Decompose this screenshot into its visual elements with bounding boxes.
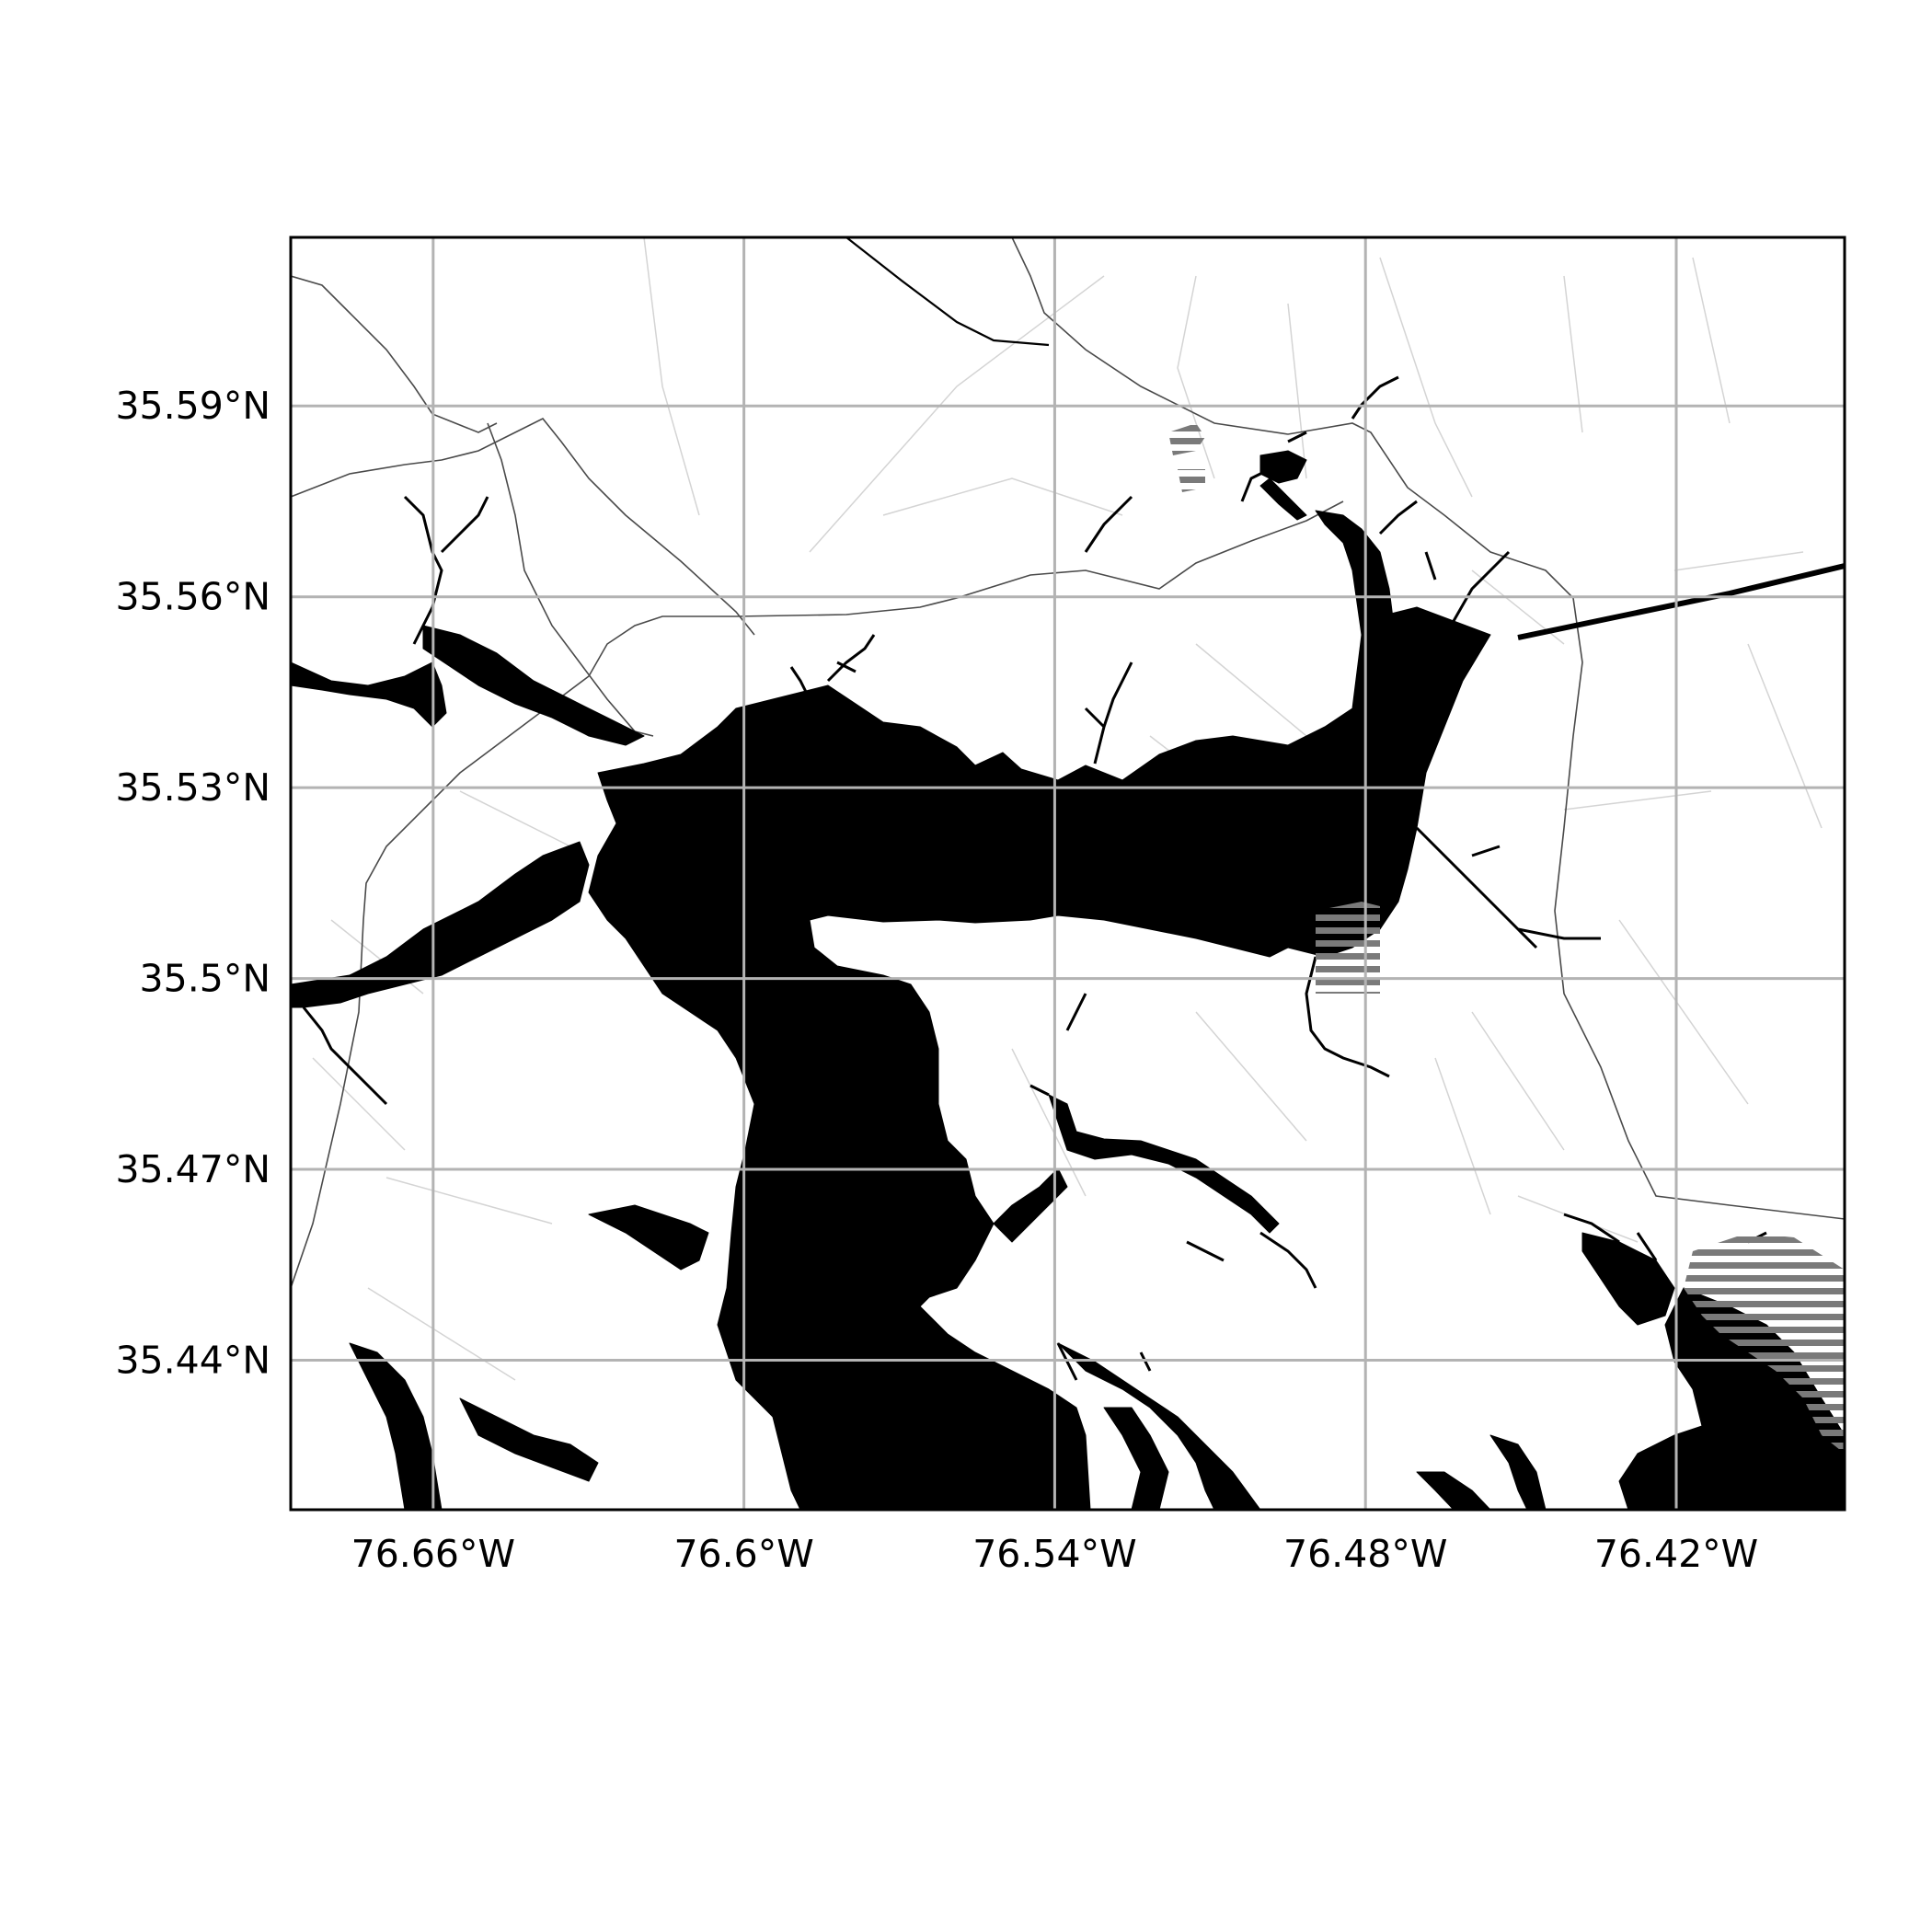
longitude-labels: 76.66°W 76.6°W 76.54°W 76.48°W 76.42°W [351,1532,1759,1576]
map-frame [289,236,1846,1512]
map-panel[interactable] [291,237,1845,1510]
hatched-area-north-2 [1178,469,1205,492]
hatched-area-east [1684,1233,1845,1454]
latitude-tick-label: 35.47°N [115,1147,270,1191]
central-south-branch [993,1167,1068,1243]
latitude-tick-label: 35.59°N [115,384,270,428]
south-creek-west [349,1342,443,1510]
creek-lines [302,375,1767,1381]
main-roads [291,237,1845,1289]
far-south-creek [1416,1471,1491,1510]
south-creek-mid [459,1397,599,1482]
hatched-area-central [1316,902,1380,994]
town-road [487,422,654,737]
northern-rail [845,237,1050,347]
coastal-road [291,500,1344,1289]
northwest-creek [291,661,447,728]
south-bay-fringe [1103,1407,1169,1510]
latitude-tick-label: 35.5°N [140,957,270,1001]
longitude-tick-label: 76.48°W [1283,1532,1447,1576]
highway-road [291,417,755,636]
central-south-creek [1048,1094,1280,1234]
north-road [1011,237,1845,1220]
bridge [1517,563,1845,640]
southeast-creek [1581,1232,1675,1326]
hatched-area-north [1168,423,1205,455]
main-river [588,606,1491,1510]
north-tributary-1 [1315,510,1395,636]
graticule [291,237,1845,1510]
north-creek-upper [422,625,645,746]
south-creek-east [1057,1342,1261,1510]
southwest-inlet [588,1204,709,1271]
longitude-tick-label: 76.6°W [673,1532,813,1576]
latitude-tick-label: 35.56°N [115,575,270,619]
latitude-tick-label: 35.44°N [115,1338,270,1382]
south-east-creek-2 [1489,1434,1547,1510]
hatched-areas [1168,423,1845,1454]
longitude-tick-label: 76.42°W [1594,1532,1758,1576]
northwest-road [291,275,498,433]
longitude-tick-label: 76.54°W [972,1532,1136,1576]
longitude-tick-label: 76.66°W [351,1532,515,1576]
latitude-tick-label: 35.53°N [115,765,270,810]
latitude-labels: 35.59°N 35.56°N 35.53°N 35.5°N 35.47°N 35.44°… [115,384,270,1382]
